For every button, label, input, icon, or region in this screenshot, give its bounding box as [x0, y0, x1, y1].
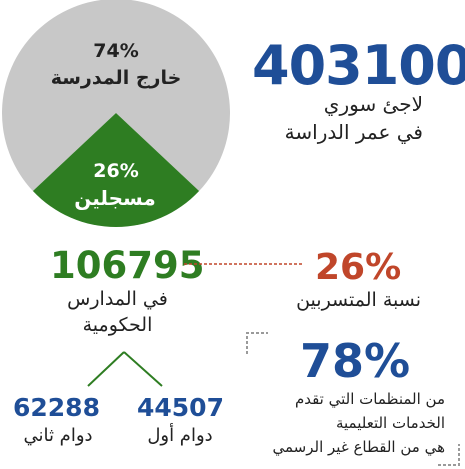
shift-first-label: دوام أول [147, 425, 213, 446]
organizations-percent: 78% [300, 334, 411, 388]
organizations-line3: هي من القطاع غير الرسمي [272, 438, 446, 456]
shift-second-number: 62288 [13, 393, 100, 422]
enrolled-line1: في المدارس [67, 288, 168, 310]
enrolled-line2: الحكومية [82, 314, 153, 336]
refugees-line2: في عمر الدراسة [284, 120, 423, 144]
dropout-percent: 26% [315, 247, 402, 288]
slice-out-label: خارج المدرسة [50, 67, 182, 89]
slice-in-percent: 26% [93, 160, 139, 182]
slice-in-label: مسجلين [74, 186, 156, 210]
organizations-frame [246, 332, 460, 466]
shift-first-number: 44507 [137, 393, 224, 422]
shift-second-label: دوام ثاني [23, 425, 93, 446]
refugees-number: 403100 [252, 34, 465, 97]
dropout-label: نسبة المتسربين [296, 289, 421, 311]
organizations-line1: من المنظمات التي تقدم [294, 390, 445, 408]
pie-chart [2, 0, 230, 227]
slice-out-percent: 74% [93, 40, 139, 62]
refugees-line1: لاجئ سوري [323, 92, 423, 116]
organizations-line2: الخدمات التعليمية [335, 414, 445, 432]
branch-lines [87, 351, 163, 387]
dashed-connector [184, 263, 302, 265]
enrolled-number: 106795 [50, 244, 205, 287]
pie-slice-enrolled [32, 113, 200, 227]
pie-slice-out-of-school [2, 0, 230, 192]
